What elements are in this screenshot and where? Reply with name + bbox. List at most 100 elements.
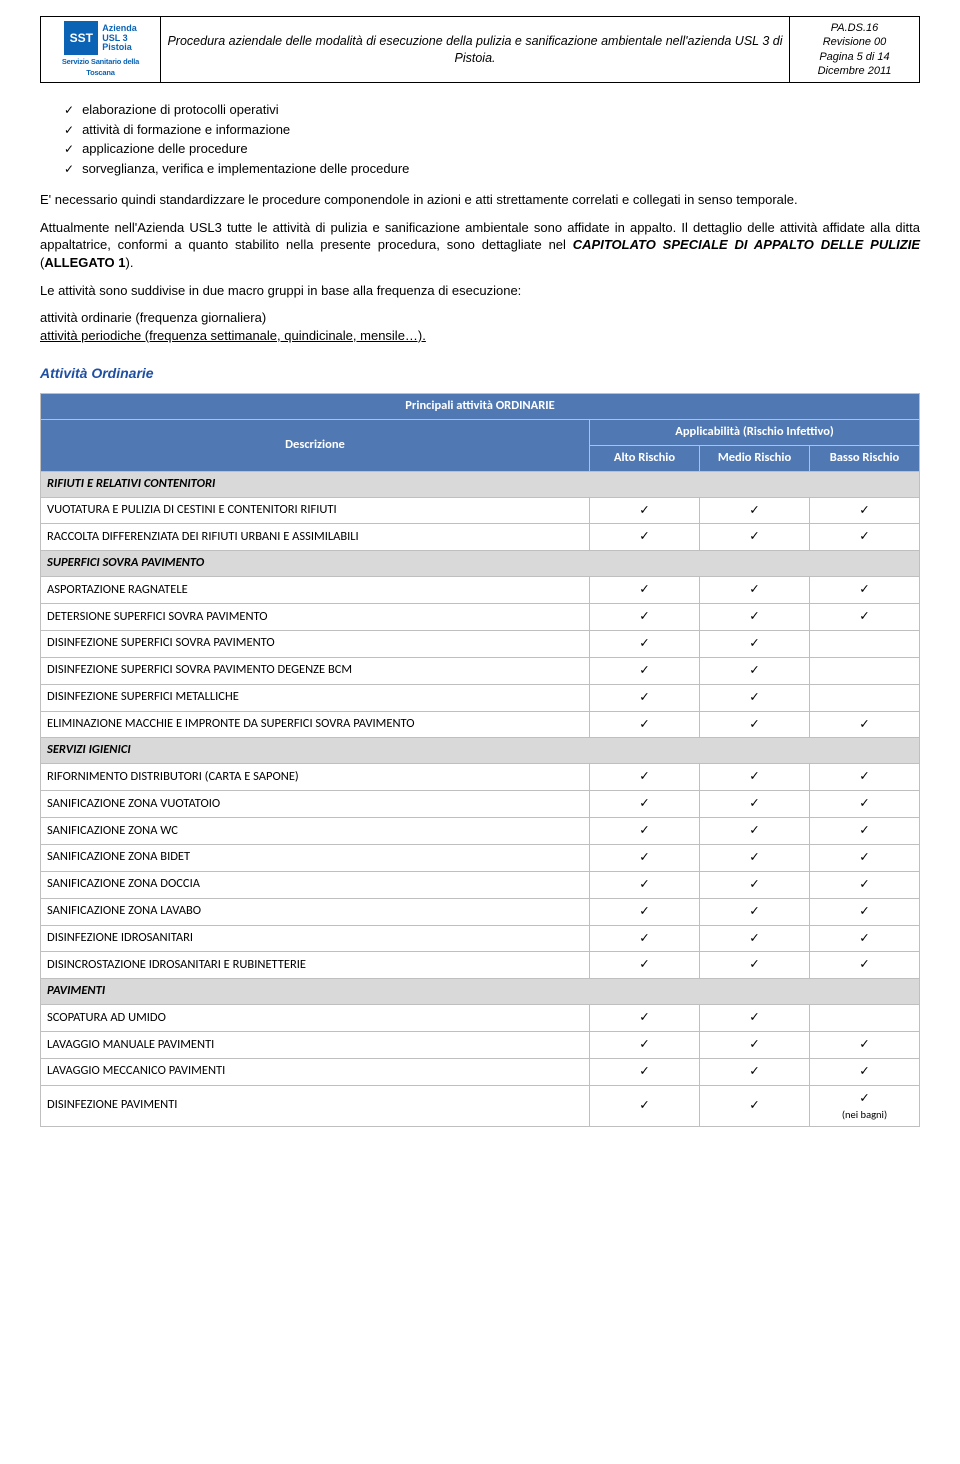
row-description: DISINCROSTAZIONE IDROSANITARI E RUBINETT… (41, 952, 590, 979)
logo-line3: Pistoia (102, 43, 137, 52)
table-row: DISINCROSTAZIONE IDROSANITARI E RUBINETT… (41, 952, 920, 979)
check-icon: ✓ (859, 1037, 869, 1051)
cell-medio: ✓ (700, 898, 810, 925)
cell-basso: ✓ (810, 818, 920, 845)
cell-medio: ✓ (700, 577, 810, 604)
table-row: SANIFICAZIONE ZONA DOCCIA✓✓✓ (41, 871, 920, 898)
table-row: ELIMINAZIONE MACCHIE E IMPRONTE DA SUPER… (41, 711, 920, 738)
cell-note: (nei bagni) (816, 1108, 913, 1122)
check-icon: ✓ (749, 529, 759, 543)
table-row: DISINFEZIONE SUPERFICI SOVRA PAVIMENTO D… (41, 657, 920, 684)
table-row: DISINFEZIONE SUPERFICI SOVRA PAVIMENTO✓✓ (41, 630, 920, 657)
cell-alto: ✓ (590, 764, 700, 791)
table-row: SANIFICAZIONE ZONA WC✓✓✓ (41, 818, 920, 845)
table-row: VUOTATURA E PULIZIA DI CESTINI E CONTENI… (41, 497, 920, 524)
cell-basso: ✓ (810, 577, 920, 604)
doc-header-table: SST Azienda USL 3 Pistoia Servizio Sanit… (40, 16, 920, 83)
cell-alto: ✓ (590, 577, 700, 604)
table-row: LAVAGGIO MANUALE PAVIMENTI ✓ ✓ ✓ (41, 1032, 920, 1059)
cell-basso: ✓ (810, 524, 920, 551)
cell-medio: ✓ (700, 1032, 810, 1059)
cell-alto: ✓ (590, 524, 700, 551)
cell-medio: ✓ (700, 684, 810, 711)
table-body: RIFIUTI E RELATIVI CONTENITORIVUOTATURA … (41, 471, 920, 1126)
logo-badge: SST (64, 21, 98, 55)
check-icon: ✓ (639, 1098, 649, 1112)
cell-medio: ✓ (700, 524, 810, 551)
cell-alto: ✓ (590, 898, 700, 925)
cell-alto: ✓ (590, 711, 700, 738)
table-row: RIFORNIMENTO DISTRIBUTORI (CARTA E SAPON… (41, 764, 920, 791)
row-description: SANIFICAZIONE ZONA VUOTATOIO (41, 791, 590, 818)
cell-alto: ✓ (590, 925, 700, 952)
para-3: Le attività sono suddivise in due macro … (40, 282, 920, 300)
check-icon: ✓ (749, 609, 759, 623)
table-row: SANIFICAZIONE ZONA BIDET✓✓✓ (41, 844, 920, 871)
check-icon: ✓ (859, 582, 869, 596)
check-icon: ✓ (639, 931, 649, 945)
cell-basso: ✓ (810, 497, 920, 524)
cell-basso: ✓ (810, 1058, 920, 1085)
check-icon: ✓ (859, 1064, 869, 1078)
check-icon: ✓ (749, 904, 759, 918)
check-icon: ✓ (749, 582, 759, 596)
meta-page: Pagina 5 di 14 (796, 50, 913, 64)
cell-basso: ✓ (810, 952, 920, 979)
cell-medio: ✓ (700, 497, 810, 524)
meta-rev: Revisione 00 (796, 35, 913, 49)
check-icon: ✓ (749, 690, 759, 704)
check-icon: ✓ (639, 1037, 649, 1051)
row-description: SANIFICAZIONE ZONA WC (41, 818, 590, 845)
check-icon: ✓ (749, 1064, 759, 1078)
cell-alto: ✓ (590, 684, 700, 711)
cell-medio: ✓ (700, 764, 810, 791)
row-description: VUOTATURA E PULIZIA DI CESTINI E CONTENI… (41, 497, 590, 524)
checklist-item: elaborazione di protocolli operativi (64, 101, 920, 119)
row-description: ASPORTAZIONE RAGNATELE (41, 577, 590, 604)
check-icon: ✓ (859, 904, 869, 918)
table-super-header: Principali attività ORDINARIE (41, 394, 920, 420)
check-icon: ✓ (639, 850, 649, 864)
check-icon: ✓ (639, 663, 649, 677)
row-description: RACCOLTA DIFFERENZIATA DEI RIFIUTI URBAN… (41, 524, 590, 551)
table-row: LAVAGGIO MECCANICO PAVIMENTI✓✓✓ (41, 1058, 920, 1085)
checklist-item: sorveglianza, verifica e implementazione… (64, 160, 920, 178)
check-icon: ✓ (859, 877, 869, 891)
para-2b: CAPITOLATO SPECIALE DI APPALTO DELLE PUL… (573, 237, 920, 252)
check-icon: ✓ (859, 1091, 869, 1105)
row-description: ELIMINAZIONE MACCHIE E IMPRONTE DA SUPER… (41, 711, 590, 738)
cell-basso: ✓ (810, 871, 920, 898)
row-description: LAVAGGIO MANUALE PAVIMENTI (41, 1032, 590, 1059)
check-icon: ✓ (859, 957, 869, 971)
cell-basso: ✓ (810, 898, 920, 925)
bullet-checklist: elaborazione di protocolli operativiatti… (64, 101, 920, 177)
check-icon: ✓ (639, 957, 649, 971)
check-icon: ✓ (749, 503, 759, 517)
para-2: Attualmente nell'Azienda USL3 tutte le a… (40, 219, 920, 272)
col-descrizione: Descrizione (41, 419, 590, 471)
col-alto: Alto Rischio (590, 445, 700, 471)
table-row: SCOPATURA AD UMIDO✓✓ (41, 1005, 920, 1032)
cell-basso (810, 684, 920, 711)
cell-basso: ✓ (810, 844, 920, 871)
check-icon: ✓ (859, 931, 869, 945)
cell-alto: ✓ (590, 844, 700, 871)
check-icon: ✓ (749, 1010, 759, 1024)
cell-basso: ✓ (810, 925, 920, 952)
row-description: SANIFICAZIONE ZONA DOCCIA (41, 871, 590, 898)
cell-alto: ✓ (590, 1032, 700, 1059)
cell-medio: ✓ (700, 604, 810, 631)
row-description: LAVAGGIO MECCANICO PAVIMENTI (41, 1058, 590, 1085)
cell-medio: ✓ (700, 818, 810, 845)
check-icon: ✓ (749, 1037, 759, 1051)
check-icon: ✓ (859, 529, 869, 543)
group-label: SUPERFICI SOVRA PAVIMENTO (41, 551, 920, 577)
doc-title: Procedura aziendale delle modalità di es… (161, 17, 790, 83)
cell-alto: ✓ (590, 818, 700, 845)
row-description: DISINFEZIONE PAVIMENTI (41, 1085, 590, 1126)
cell-basso (810, 1005, 920, 1032)
check-icon: ✓ (859, 769, 869, 783)
check-icon: ✓ (639, 636, 649, 650)
check-icon: ✓ (639, 796, 649, 810)
table-row: SANIFICAZIONE ZONA VUOTATOIO✓✓✓ (41, 791, 920, 818)
